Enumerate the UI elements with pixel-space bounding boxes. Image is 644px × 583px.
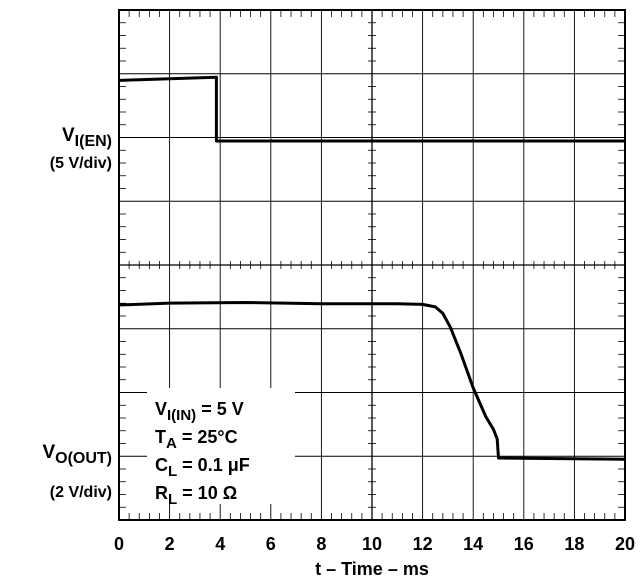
annotation-background [147, 388, 295, 504]
x-tick-label: 16 [514, 534, 534, 554]
x-tick-label: 2 [165, 534, 175, 554]
x-tick-label: 20 [615, 534, 635, 554]
x-tick-label: 10 [362, 534, 382, 554]
channel-2-label-sub: O(OUT) [55, 450, 112, 467]
annotation-line: VI(IN) = 5 V [155, 399, 244, 424]
x-tick-labels: 0 2 4 6 8 10 12 14 16 18 20 [114, 534, 635, 554]
conditions-annotation: VI(IN) = 5 V TA = 25°C CL = 0.1 μF RL = 10 … [147, 388, 295, 508]
channel-1-trace [118, 75, 625, 143]
annotation-line: RL = 10 Ω [155, 483, 237, 508]
channel-1-label-main: V [62, 125, 75, 146]
x-axis-label: t – Time – ms [315, 559, 429, 579]
scope-frame [118, 9, 626, 521]
scope-grid [119, 10, 625, 520]
channel-1-label-sub: I(EN) [75, 133, 112, 150]
channel-2-scale: (2 V/div) [50, 484, 112, 501]
x-tick-label: 8 [316, 534, 326, 554]
channel-2-label-main: V [42, 442, 55, 463]
channel-1-label: VI(EN) [62, 125, 112, 150]
x-tick-label: 14 [463, 534, 483, 554]
x-tick-label: 18 [564, 534, 584, 554]
channel-2-label: VO(OUT) [42, 442, 112, 467]
x-tick-label: 6 [266, 534, 276, 554]
annotation-line: TA = 25°C [155, 427, 238, 452]
x-tick-label: 12 [413, 534, 433, 554]
x-tick-label: 0 [114, 534, 124, 554]
channel-1-scale: (5 V/div) [50, 155, 112, 172]
annotation-line: CL = 0.1 μF [155, 455, 250, 480]
channel-2-trace [118, 301, 626, 461]
x-tick-label: 4 [215, 534, 225, 554]
scope-traces [118, 75, 626, 461]
